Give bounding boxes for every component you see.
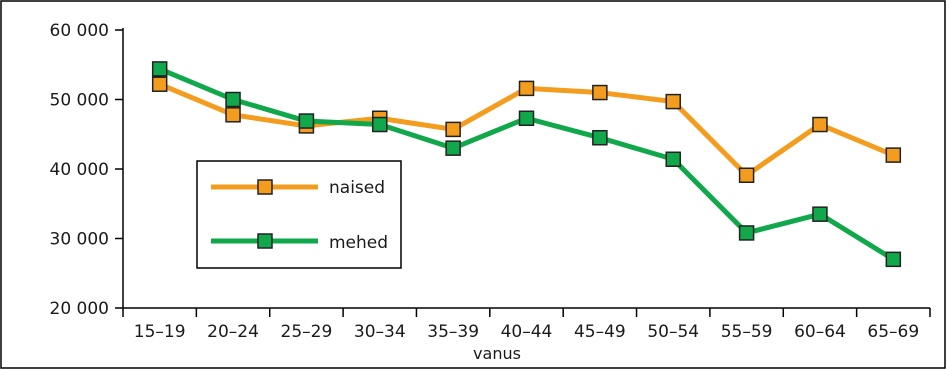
x-tick-label: 25–29 xyxy=(281,322,333,342)
legend: naised mehed xyxy=(196,160,402,269)
x-tick-label: 60–64 xyxy=(794,322,846,342)
data-point-mehed xyxy=(738,225,755,241)
x-tick-label: 55–59 xyxy=(721,322,773,342)
x-tick-label: 40–44 xyxy=(501,322,553,342)
data-point-naised xyxy=(445,121,461,138)
data-point-naised xyxy=(518,80,535,97)
data-point-naised xyxy=(885,147,902,163)
x-tick-label: 20–24 xyxy=(207,322,259,342)
data-point-mehed xyxy=(592,129,608,146)
data-point-mehed xyxy=(225,91,241,108)
legend-box xyxy=(196,160,402,269)
tick-labels: 20 000 30 000 40 000 50 000 60 000 15–19 20–24… xyxy=(50,21,920,342)
legend-label-mehed: mehed xyxy=(329,233,388,253)
data-point-mehed xyxy=(812,206,828,222)
x-axis-label: vanus xyxy=(473,344,521,363)
y-tick-label: 60 000 xyxy=(50,21,109,41)
data-point-naised xyxy=(592,84,608,101)
data-point-naised xyxy=(665,93,681,110)
data-point-mehed xyxy=(298,113,315,129)
x-tick-label: 15–19 xyxy=(134,322,186,342)
axes xyxy=(115,28,931,317)
y-tick-label: 40 000 xyxy=(50,160,109,180)
legend-label-naised: naised xyxy=(329,178,385,198)
y-tick-label: 50 000 xyxy=(50,91,109,111)
data-point-mehed xyxy=(445,140,461,156)
y-tick-label: 30 000 xyxy=(50,230,109,250)
data-point-naised xyxy=(738,167,755,184)
x-tick-label: 50–54 xyxy=(647,322,699,342)
data-point-mehed xyxy=(885,251,902,268)
y-tick-label: 20 000 xyxy=(50,299,109,319)
data-point-mehed xyxy=(151,61,168,77)
data-point-naised xyxy=(812,116,828,133)
data-point-mehed xyxy=(518,110,535,127)
data-point-mehed xyxy=(665,151,681,168)
legend-marker-mehed xyxy=(257,233,273,249)
data-point-naised xyxy=(151,76,168,92)
x-tick-label: 30–34 xyxy=(354,322,406,342)
legend-marker-naised xyxy=(257,179,273,195)
x-tick-label: 35–39 xyxy=(427,322,479,342)
x-tick-label: 65–69 xyxy=(867,322,919,342)
data-point-naised xyxy=(225,107,241,123)
series-layer xyxy=(151,61,902,268)
x-tick-label: 45–49 xyxy=(574,322,626,342)
data-point-mehed xyxy=(372,116,388,133)
